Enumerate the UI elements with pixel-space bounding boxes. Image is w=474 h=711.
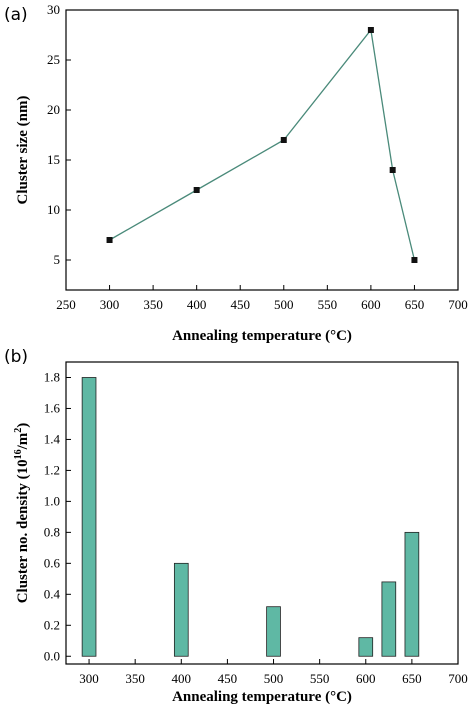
y-axis-title-b-mid: /m (15, 432, 31, 450)
x-axis-title-a: Annealing temperature (°C) (172, 328, 352, 344)
data-point-a (367, 27, 374, 33)
y-tick-label-b: 1.6 (44, 400, 61, 415)
x-tick-label-a: 250 (56, 297, 76, 312)
y-tick-label-b: 0.0 (44, 648, 60, 663)
axes-b: 300 350 400 450 500 550 600 650 700 0.0 0.2 0.4 0.6 0… (44, 369, 468, 686)
panel-label-a: (a) (4, 5, 28, 25)
panel-b: (b) 300 350 400 450 500 550 600 650 700 0.0 0.2 0.4… (4, 347, 468, 705)
y-tick-label-a: 30 (47, 2, 60, 17)
axes-a: 250 300 350 400 450 500 550 600 650 700 5 10 15 20 25 3… (47, 2, 468, 312)
bar-b (404, 531, 420, 657)
x-tick-label-b: 350 (125, 671, 145, 686)
bar-b (358, 637, 374, 657)
x-tick-label-a: 700 (448, 297, 468, 312)
bar-b (81, 377, 97, 657)
series-a (106, 27, 418, 263)
plot-frame-b (65, 361, 459, 665)
y-tick-label-b: 1.4 (44, 431, 61, 446)
bars-b (81, 377, 420, 657)
y-axis-title-b-end: ) (15, 423, 31, 428)
bar-b (266, 606, 281, 657)
series-line-a (109, 28, 416, 261)
y-axis-title-b-main: Cluster no. density (10 (15, 459, 31, 603)
x-tick-label-a: 300 (100, 297, 120, 312)
y-tick-label-b: 1.0 (44, 493, 60, 508)
y-tick-label-b: 0.6 (44, 555, 61, 570)
data-point-a (193, 187, 200, 193)
panel-label-b: (b) (4, 347, 28, 367)
y-tick-label-a: 10 (47, 202, 60, 217)
y-tick-label-b: 0.8 (44, 524, 60, 539)
y-tick-label-b: 0.2 (44, 617, 60, 632)
y-tick-label-a: 25 (47, 52, 60, 67)
data-point-a (280, 137, 287, 143)
x-tick-label-a: 500 (274, 297, 294, 312)
plot-frame-a (65, 9, 459, 291)
y-axis-title-a: Cluster size (nm) (15, 96, 31, 205)
x-axis-title-b: Annealing temperature (°C) (172, 689, 352, 705)
x-tick-label-a: 400 (187, 297, 207, 312)
x-tick-label-b: 300 (79, 671, 99, 686)
x-tick-label-a: 450 (230, 297, 250, 312)
bar-b (173, 562, 189, 657)
y-tick-label-b: 0.4 (44, 586, 61, 601)
x-tick-label-b: 700 (448, 671, 468, 686)
x-tick-label-b: 450 (218, 671, 238, 686)
bar-b (381, 581, 397, 657)
x-tick-label-b: 650 (402, 671, 422, 686)
x-tick-label-b: 550 (310, 671, 330, 686)
y-tick-label-a: 20 (47, 102, 60, 117)
data-point-a (389, 167, 396, 173)
x-tick-label-b: 500 (264, 671, 284, 686)
x-tick-label-a: 650 (405, 297, 425, 312)
y-axis-title-b: Cluster no. density (1016/m2) (13, 423, 31, 604)
panel-a: (a) 250 300 350 400 450 500 550 600 650 700510152… (4, 2, 468, 344)
x-tick-label-a: 600 (361, 297, 381, 312)
y-axis-title-b-exp1: 16 (13, 449, 24, 459)
y-tick-label-a: 15 (47, 152, 60, 167)
x-tick-label-b: 600 (356, 671, 376, 686)
data-point-a (106, 237, 113, 243)
y-tick-label-b: 1.8 (44, 369, 60, 384)
x-tick-label-a: 350 (143, 297, 163, 312)
y-tick-label-a: 5 (54, 252, 61, 267)
y-axis-title-b-exp2: 2 (13, 428, 24, 433)
y-tick-label-b: 1.2 (44, 462, 60, 477)
data-point-a (411, 257, 418, 263)
x-tick-label-b: 400 (172, 671, 192, 686)
x-tick-label-a: 550 (318, 297, 338, 312)
